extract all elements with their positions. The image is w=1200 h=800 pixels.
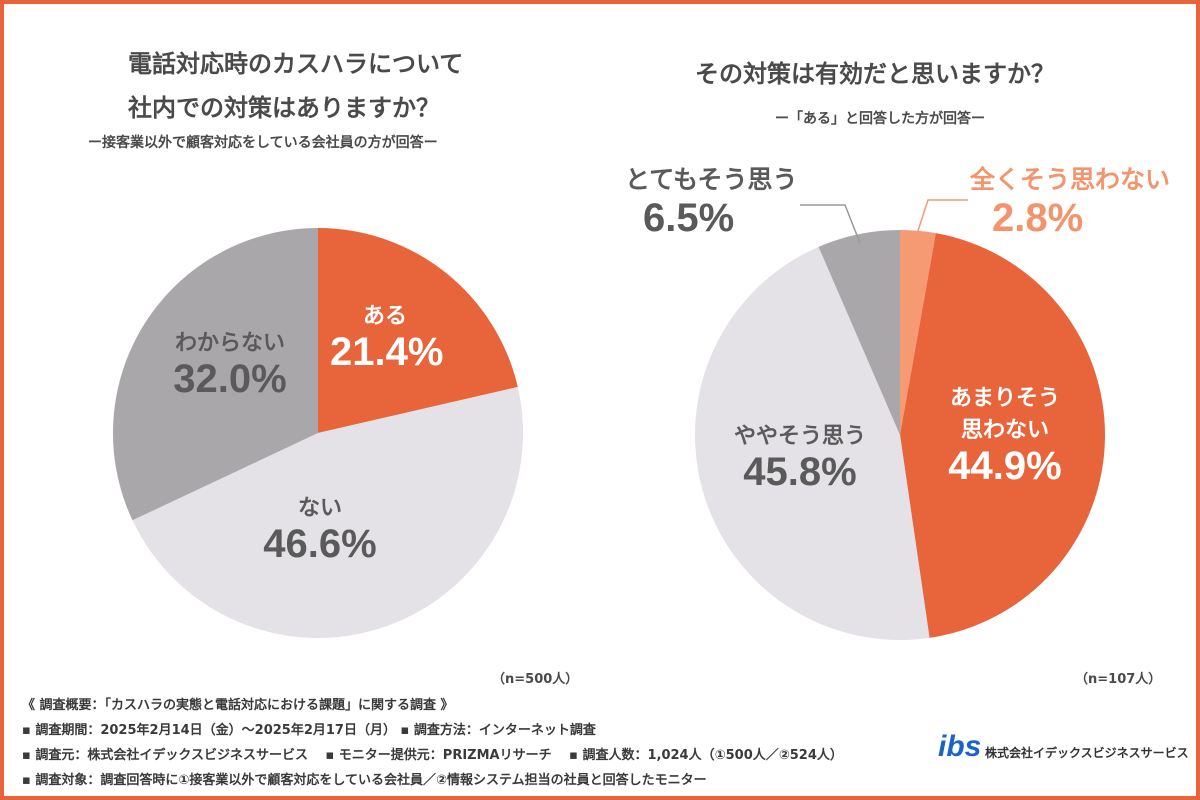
survey-target: ▪ 調査対象：調査回答時に①接客業以外で顧客対応をしている会社員／②情報システム… bbox=[22, 773, 707, 788]
slice-label-totemo: とてもそう思う 6.5% bbox=[625, 165, 798, 240]
slice-label-mattaku: 全くそう思わない 2.8% bbox=[970, 165, 1171, 240]
slice-label-amari: あまりそう 思わない 44.9% bbox=[948, 386, 1062, 488]
right-chart-subtitle: ー「ある」と回答した方が回答ー bbox=[775, 111, 985, 127]
left-chart-subtitle: ー接客業以外で顧客対応をしている会社員の方が回答ー bbox=[88, 135, 438, 151]
pie-slice-1-1 bbox=[900, 233, 1105, 638]
slice-label-aru: ある 21.4% bbox=[330, 304, 444, 374]
leader-line-0 bbox=[800, 204, 861, 244]
pie-slice-0-2 bbox=[112, 228, 319, 521]
company-logo: ibs bbox=[938, 730, 982, 763]
right-chart-title: その対策は有効だと思いますか？ bbox=[695, 60, 1055, 88]
right-n-label: （n=107人） bbox=[1075, 672, 1162, 687]
survey-source: ▪ 調査元：株式会社イデックスビジネスサービス ▪ モニター提供元：PRIZMA… bbox=[22, 748, 843, 763]
leader-line-1 bbox=[914, 199, 968, 241]
survey-overview: 《 調査概要：「カスハラの実態と電話対応における課題」に関する調査 》 bbox=[22, 698, 454, 713]
slice-label-nai: ない 46.6% bbox=[263, 496, 377, 566]
slice-label-wakaranai: わからない 32.0% bbox=[173, 331, 287, 401]
left-chart-title-line2: 社内での対策はありますか？ bbox=[128, 94, 440, 122]
pie-slice-1-3 bbox=[818, 230, 900, 435]
pie-slice-0-0 bbox=[318, 228, 518, 433]
pie-slice-1-0 bbox=[900, 230, 936, 435]
pie-slice-0-1 bbox=[132, 387, 524, 638]
pie-slice-1-2 bbox=[695, 246, 930, 640]
company-name: 株式会社イデックスビジネスサービス bbox=[985, 746, 1189, 760]
left-chart-title-line1: 電話対応時のカスハラについて bbox=[128, 50, 464, 78]
survey-period: ▪ 調査期間：2025年2月14日（金）〜2025年2月17日（月） ▪ 調査方… bbox=[22, 723, 596, 738]
left-n-label: （n=500人） bbox=[492, 672, 579, 687]
slice-label-yaya: ややそう思う 45.8% bbox=[733, 424, 866, 494]
